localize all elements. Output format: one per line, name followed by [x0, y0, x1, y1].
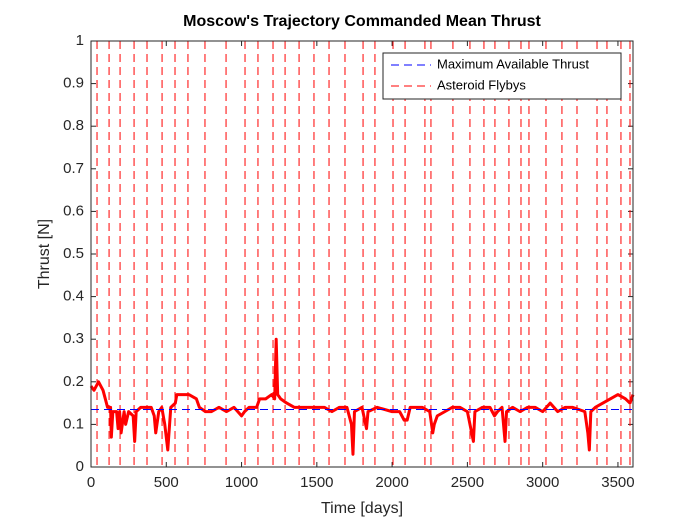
x-tick-label: 3000 — [526, 474, 559, 491]
x-tick-label: 3500 — [601, 474, 634, 491]
x-tick-label: 500 — [154, 474, 179, 491]
y-tick-label: 0.1 — [63, 415, 84, 432]
y-tick-label: 0.3 — [63, 330, 84, 347]
y-tick-label: 0.9 — [63, 75, 84, 92]
legend: Maximum Available Thrust Asteroid Flybys — [382, 52, 622, 100]
axes-box — [90, 40, 634, 468]
legend-label: Maximum Available Thrust — [437, 56, 589, 71]
x-tick-label: 1500 — [300, 474, 333, 491]
thrust-line — [89, 337, 635, 456]
legend-label: Asteroid Flybys — [437, 77, 526, 92]
y-tick-label: 0.7 — [63, 160, 84, 177]
x-tick-label: 2500 — [451, 474, 484, 491]
y-tick-label: 0.4 — [63, 288, 84, 305]
x-tick-label: 0 — [87, 474, 95, 491]
y-tick-label: 1 — [76, 32, 84, 49]
x-tick-label: 1000 — [225, 474, 258, 491]
y-tick-label: 0.8 — [63, 117, 84, 134]
chart-title: Moscow's Trajectory Commanded Mean Thrus… — [183, 13, 541, 30]
y-tick-label: 0 — [76, 458, 84, 475]
y-tick-label: 0.6 — [63, 202, 84, 219]
y-axis-label: Thrust [N] — [36, 219, 53, 289]
y-tick-label: 0.5 — [63, 245, 84, 262]
x-axis-label: Time [days] — [321, 500, 403, 517]
legend-box — [382, 52, 622, 100]
y-tick-label: 0.2 — [63, 373, 84, 390]
x-tick-label: 2000 — [375, 474, 408, 491]
